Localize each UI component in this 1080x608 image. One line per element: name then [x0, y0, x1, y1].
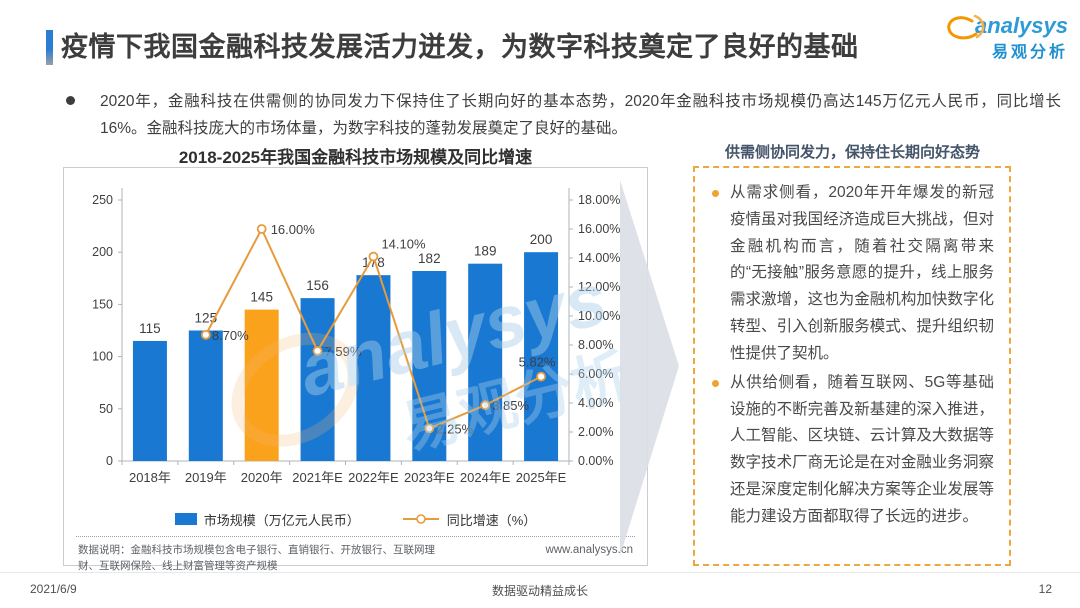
- data-note-text: 数据说明：金融科技市场规模包含电子银行、直销银行、开放银行、互联网理财、互联网保…: [78, 544, 435, 573]
- right-arrow-shape: [620, 180, 679, 556]
- svg-text:18.00%: 18.00%: [578, 193, 620, 207]
- insight-list: 从需求侧看，2020年开年爆发的新冠疫情虽对我国经济造成巨大挑战，但对金融机构而…: [707, 180, 994, 531]
- legend-item-market-size: 市场规模（万亿元人民币）: [174, 510, 360, 529]
- chart-box: 0 50 100 150 200 250 0.00% 2.00% 4.00% 6.00% 8.00%…: [63, 167, 648, 572]
- line-legend-label: 同比增速（%）: [446, 512, 537, 528]
- analysys-swirl-icon: [947, 14, 985, 40]
- svg-text:0: 0: [106, 454, 113, 468]
- svg-text:12.00%: 12.00%: [578, 280, 620, 294]
- svg-text:145: 145: [250, 290, 273, 305]
- svg-text:189: 189: [474, 244, 497, 259]
- svg-text:8.00%: 8.00%: [578, 338, 613, 352]
- summary-paragraph: 2020年，金融科技在供需侧的协同发力下保持住了长期向好的基本态势，2020年金…: [66, 88, 1061, 142]
- svg-text:50: 50: [99, 402, 113, 416]
- bar-legend-label: 市场规模（万亿元人民币）: [203, 512, 360, 528]
- logo-brand-text: analysys: [975, 13, 1068, 38]
- svg-text:6.00%: 6.00%: [578, 367, 613, 381]
- svg-text:2024年E: 2024年E: [460, 470, 511, 485]
- chart-title: 2018-2025年我国金融科技市场规模及同比增速: [178, 148, 533, 167]
- svg-text:100: 100: [92, 350, 113, 364]
- footer-date: 2021/6/9: [30, 582, 77, 596]
- bar-legend-swatch: [174, 513, 197, 525]
- svg-text:14.10%: 14.10%: [381, 237, 426, 252]
- list-item: 从需求侧看，2020年开年爆发的新冠疫情虽对我国经济造成巨大挑战，但对金融机构而…: [707, 180, 994, 368]
- svg-text:200: 200: [530, 232, 553, 247]
- svg-text:2022年E: 2022年E: [348, 470, 399, 485]
- svg-text:16.00%: 16.00%: [271, 222, 316, 237]
- insight-supply-text: 从供给侧看，随着互联网、5G等基础设施的不断完善及新基建的深入推进，人工智能、区…: [730, 373, 994, 525]
- chart-footnote: 数据说明：金融科技市场规模包含电子银行、直销银行、开放银行、互联网理财、互联网保…: [76, 536, 635, 575]
- svg-text:2020年: 2020年: [241, 470, 283, 485]
- legend-item-growth-rate: 同比增速（%）: [402, 510, 537, 529]
- website-text: www.analysys.cn: [545, 544, 633, 556]
- insight-demand-text: 从需求侧看，2020年开年爆发的新冠疫情虽对我国经济造成巨大挑战，但对金融机构而…: [730, 184, 994, 362]
- svg-text:2021年E: 2021年E: [292, 470, 343, 485]
- svg-text:250: 250: [92, 193, 113, 207]
- svg-text:7.59%: 7.59%: [325, 344, 362, 359]
- line-legend-swatch: [402, 514, 439, 524]
- orange-bullet-icon: [712, 379, 719, 387]
- title-accent-bar: [46, 30, 53, 65]
- orange-bullet-icon: [712, 190, 719, 197]
- insight-panel: 从需求侧看，2020年开年爆发的新冠疫情虽对我国经济造成巨大挑战，但对金融机构而…: [693, 166, 1011, 566]
- svg-text:0.00%: 0.00%: [578, 454, 613, 468]
- panel-heading: 供需侧协同发力，保持住长期向好态势: [724, 144, 980, 161]
- page-number: 12: [1038, 582, 1052, 596]
- page-title: 疫情下我国金融科技发展活力迸发，为数字科技奠定了良好的基础: [61, 32, 859, 62]
- svg-text:5.82%: 5.82%: [519, 355, 556, 370]
- summary-text: 2020年，金融科技在供需侧的协同发力下保持住了长期向好的基本态势，2020年金…: [100, 93, 1061, 138]
- svg-text:3.85%: 3.85%: [492, 398, 529, 413]
- svg-text:2025年E: 2025年E: [516, 470, 567, 485]
- svg-text:2023年E: 2023年E: [404, 470, 455, 485]
- svg-text:4.00%: 4.00%: [578, 396, 613, 410]
- svg-text:14.00%: 14.00%: [578, 251, 620, 265]
- svg-text:115: 115: [139, 321, 161, 336]
- svg-text:2019年: 2019年: [185, 470, 227, 485]
- slide-footer: 2021/6/9 数据驱动精益成长 12: [0, 572, 1080, 608]
- list-bullet-icon: [66, 96, 75, 105]
- svg-text:200: 200: [92, 245, 113, 259]
- svg-text:156: 156: [306, 278, 329, 293]
- analysys-logo: analysys 易观分析: [938, 13, 1068, 62]
- svg-text:125: 125: [195, 311, 218, 326]
- svg-text:16.00%: 16.00%: [578, 222, 620, 236]
- list-item: 从供给侧看，随着互联网、5G等基础设施的不断完善及新基建的深入推进，人工智能、区…: [707, 370, 994, 531]
- logo-brand-cn-text: 易观分析: [991, 44, 1068, 62]
- svg-text:182: 182: [418, 251, 441, 266]
- svg-text:10.00%: 10.00%: [578, 309, 620, 323]
- footer-slogan: 数据驱动精益成长: [491, 584, 588, 598]
- svg-text:2018年: 2018年: [129, 470, 171, 485]
- svg-text:8.70%: 8.70%: [212, 328, 249, 343]
- svg-text:2.25%: 2.25%: [436, 421, 473, 436]
- svg-text:2.00%: 2.00%: [578, 425, 613, 439]
- chart-legend: 市场规模（万亿元人民币） 同比增速（%）: [64, 506, 647, 532]
- market-size-growth-chart: 0 50 100 150 200 250 0.00% 2.00% 4.00% 6.00% 8.00%…: [92, 188, 620, 485]
- svg-text:150: 150: [92, 297, 113, 311]
